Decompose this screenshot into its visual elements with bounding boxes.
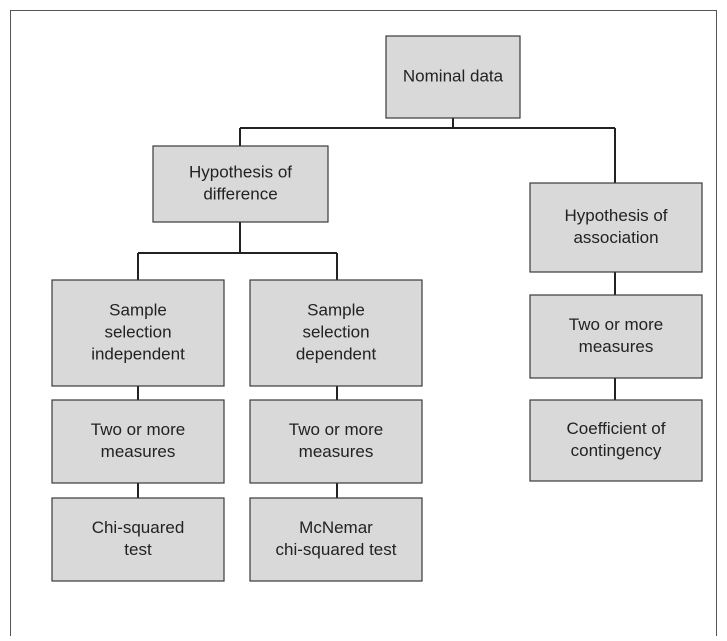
node-box — [51, 497, 225, 582]
node-box — [51, 279, 225, 387]
node-label: McNemar — [299, 518, 373, 537]
connector — [137, 386, 338, 498]
node: Nominal data — [385, 35, 521, 119]
node-label: Nominal data — [403, 66, 504, 85]
connectors — [137, 118, 616, 498]
node-label: chi-squared test — [276, 540, 397, 559]
node-label: measures — [101, 442, 176, 461]
node-label: Two or more — [289, 420, 383, 439]
node: Hypothesis of association — [529, 182, 703, 273]
node-label: association — [573, 228, 658, 247]
node: Hypothesis of difference — [152, 145, 329, 223]
node-box — [529, 294, 703, 379]
connector — [239, 118, 616, 183]
node-label: measures — [579, 337, 654, 356]
node-label: Hypothesis of — [189, 162, 292, 181]
node-box — [249, 497, 423, 582]
node: McNemar chi-squared test — [249, 497, 423, 582]
connector — [137, 222, 338, 280]
node-label: difference — [203, 184, 277, 203]
node-box — [529, 399, 703, 482]
node: Sample selection independent — [51, 279, 225, 387]
node-box — [529, 182, 703, 273]
node-label: Coefficient of — [567, 419, 666, 438]
node: Two or more measures — [529, 294, 703, 379]
node-label: Sample — [307, 300, 365, 319]
node-label: test — [124, 540, 152, 559]
node: Coefficient of contingency — [529, 399, 703, 482]
node-label: Chi-squared — [92, 518, 185, 537]
node-label: Two or more — [91, 420, 185, 439]
node: Sample selection dependent — [249, 279, 423, 387]
node-label: Hypothesis of — [565, 206, 668, 225]
node-box — [152, 145, 329, 223]
node: Two or more measures — [249, 399, 423, 484]
frame — [10, 10, 717, 641]
node-box — [249, 399, 423, 484]
node-label: measures — [299, 442, 374, 461]
node: Chi-squared test — [51, 497, 225, 582]
node-label: selection — [104, 322, 171, 341]
node: Two or more measures — [51, 399, 225, 484]
node-box — [51, 399, 225, 484]
node-label: independent — [91, 344, 185, 363]
node-box — [385, 35, 521, 119]
node-label: selection — [302, 322, 369, 341]
node-label: Sample — [109, 300, 167, 319]
node-label: Two or more — [569, 315, 663, 334]
node-label: dependent — [296, 344, 377, 363]
node-label: contingency — [571, 441, 662, 460]
node-box — [249, 279, 423, 387]
